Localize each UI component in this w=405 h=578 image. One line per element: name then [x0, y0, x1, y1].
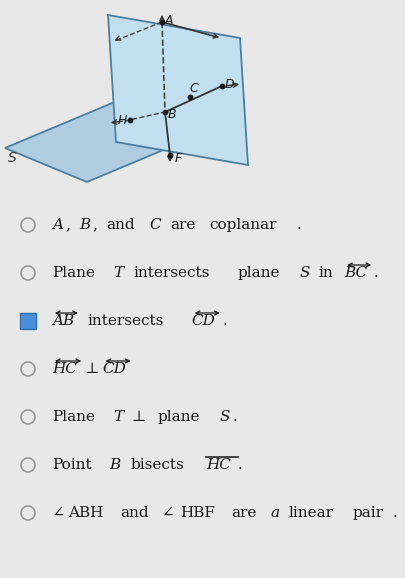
Text: HC: HC: [206, 458, 231, 472]
Text: ∠: ∠: [157, 506, 175, 520]
Polygon shape: [5, 88, 230, 182]
Text: F: F: [175, 151, 181, 165]
Text: BC: BC: [344, 266, 367, 280]
Text: linear: linear: [288, 506, 333, 520]
Text: coplanar: coplanar: [209, 218, 277, 232]
Text: D: D: [224, 79, 234, 91]
Text: S: S: [8, 151, 17, 165]
Text: bisects: bisects: [130, 458, 184, 472]
Text: ⊥: ⊥: [84, 362, 98, 376]
Text: Plane: Plane: [52, 266, 95, 280]
Text: .: .: [393, 506, 398, 520]
Text: C: C: [190, 83, 198, 95]
Text: .: .: [238, 458, 243, 472]
Text: ⊥: ⊥: [127, 410, 151, 424]
Text: a: a: [271, 506, 279, 520]
Text: A: A: [52, 218, 63, 232]
Bar: [20, 313, 36, 329]
Text: .: .: [296, 218, 301, 232]
Text: AB: AB: [52, 314, 74, 328]
Text: are: are: [231, 506, 257, 520]
Text: .: .: [374, 266, 379, 280]
Text: CD: CD: [192, 314, 216, 328]
Text: pair: pair: [353, 506, 384, 520]
Text: S: S: [299, 266, 309, 280]
Text: .: .: [232, 410, 237, 424]
Text: intersects: intersects: [87, 314, 163, 328]
Text: HBF: HBF: [180, 506, 215, 520]
Bar: [20, 313, 36, 329]
Text: T: T: [114, 266, 124, 280]
Text: and: and: [120, 506, 149, 520]
Text: Plane: Plane: [52, 410, 95, 424]
Text: ∠: ∠: [52, 506, 65, 520]
Text: ,: ,: [93, 218, 103, 232]
Text: plane: plane: [238, 266, 281, 280]
Text: intersects: intersects: [133, 266, 209, 280]
Text: B: B: [79, 218, 90, 232]
Text: B: B: [168, 108, 176, 120]
Text: S: S: [219, 410, 230, 424]
Polygon shape: [108, 15, 248, 165]
Text: ABH: ABH: [68, 506, 104, 520]
Text: B: B: [109, 458, 121, 472]
Text: and: and: [106, 218, 134, 232]
Text: in: in: [319, 266, 334, 280]
Text: are: are: [171, 218, 196, 232]
Text: Point: Point: [52, 458, 92, 472]
Text: .: .: [223, 314, 227, 328]
Text: ,: ,: [66, 218, 76, 232]
Text: HC: HC: [52, 362, 77, 376]
Text: A: A: [165, 14, 173, 28]
Text: H: H: [117, 113, 127, 127]
Text: C: C: [149, 218, 161, 232]
Text: T: T: [114, 410, 124, 424]
Text: plane: plane: [158, 410, 200, 424]
Text: CD: CD: [102, 362, 126, 376]
